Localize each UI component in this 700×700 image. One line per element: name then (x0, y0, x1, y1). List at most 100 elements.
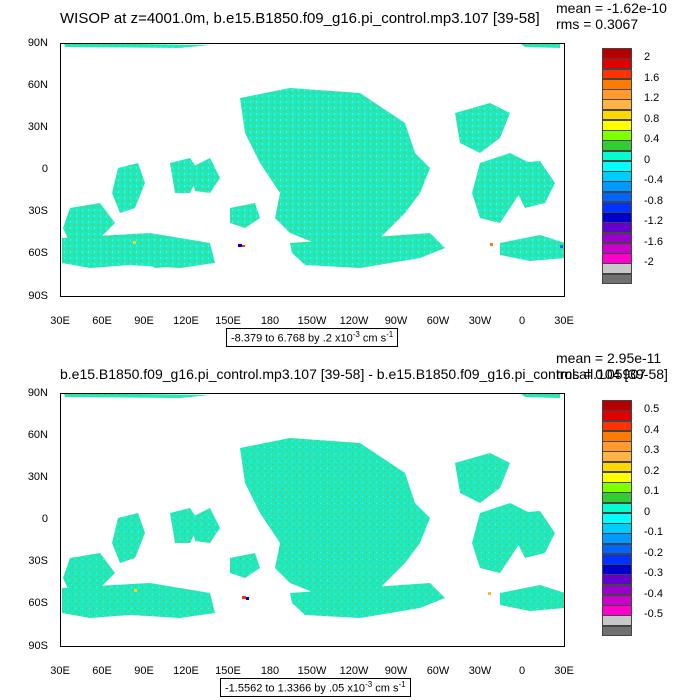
lon-label: 30E (50, 315, 70, 327)
lon-label: 90E (134, 665, 154, 677)
colorbar: 0.5 0.4 0.3 0.2 0.1 0 -0.1 -0.2 -0.3 -0.4 -0.5 (602, 400, 663, 637)
colorbar-swatch (602, 430, 632, 442)
plot-title: b.e15.B1850.f09_g16.pi_control.mp3.107 [… (60, 366, 668, 382)
plot-panel-1: WISOP at z=4001.0m, b.e15.B1850.f09_g16.… (27, 0, 667, 347)
ocean-field-map (62, 43, 565, 268)
map-plot-area (60, 393, 565, 647)
field-patches (62, 393, 565, 618)
lon-label: 120W (339, 665, 369, 677)
lat-label: 90N (27, 37, 48, 49)
lon-label: 30W (468, 315, 492, 327)
colorbar-swatch (602, 58, 632, 69)
colorbar-swatch (602, 99, 632, 111)
colorbar-swatch (602, 273, 632, 285)
colorbar-swatch (602, 119, 632, 131)
field-patches (62, 43, 565, 268)
lon-label: 30E (554, 315, 574, 327)
rms-label: rms = 0.3067 (556, 16, 639, 32)
colorbar-swatch (602, 201, 632, 213)
colorbar-swatch (602, 574, 632, 586)
mean-label: mean = 2.95e-11 (556, 350, 662, 366)
colorbar-swatch (602, 605, 632, 616)
lon-label: 120W (339, 315, 369, 327)
lon-label: 30E (50, 665, 70, 677)
colorbar-label: 1.2 (644, 92, 660, 105)
colorbar-label: -2 (644, 256, 654, 269)
colorbar-label: 0 (644, 505, 651, 518)
colorbar-swatch (602, 420, 632, 432)
colorbar-swatch (602, 130, 632, 141)
colorbar-label: 1.6 (644, 71, 660, 84)
colorbar-label: 0.5 (644, 403, 660, 416)
colorbar-swatch (602, 150, 632, 162)
plot-title: WISOP at z=4001.0m, b.e15.B1850.f09_g16.… (60, 10, 540, 27)
colorbar-swatch (602, 78, 632, 90)
colorbar-swatch (602, 232, 632, 244)
lat-label: 30N (27, 471, 48, 483)
colorbar-label: 0.3 (644, 444, 660, 457)
colorbar-label: 0.1 (644, 485, 660, 498)
rms-label: rms = 0.05907 (556, 366, 646, 382)
lat-label: 60S (28, 597, 48, 609)
lat-label: 30S (28, 205, 48, 217)
mean-label: mean = -1.62e-10 (556, 0, 667, 16)
colorbar-label: 0.4 (644, 133, 660, 146)
lon-label: 60W (426, 315, 450, 327)
lat-label: 30N (27, 121, 48, 133)
lon-label: 120E (173, 315, 199, 327)
colorbar-swatch (602, 400, 632, 411)
lon-label: 120E (173, 665, 199, 677)
colorbar-swatch (602, 564, 632, 575)
colorbar-label: 2 (644, 51, 651, 64)
colorbar-swatch (602, 553, 632, 565)
lat-label: 90S (28, 640, 48, 652)
lat-label: 90S (28, 290, 48, 302)
colorbar-swatch (602, 543, 632, 555)
colorbar-label: -0.1 (644, 526, 663, 539)
extreme-dots (134, 589, 491, 600)
colorbar-swatch (602, 191, 632, 203)
colorbar-swatch (602, 181, 632, 193)
colorbar-swatch (602, 441, 632, 452)
colorbar-label: 0.4 (644, 423, 660, 436)
lon-label: 60E (92, 665, 112, 677)
lon-label: 150E (215, 315, 241, 327)
colorbar-swatch (602, 222, 632, 234)
colorbar-swatch (602, 471, 632, 483)
map-plot-area (60, 43, 565, 297)
colorbar-swatch (602, 492, 632, 504)
colorbar-label: -1.2 (644, 215, 663, 228)
colorbar-swatch (602, 625, 632, 637)
lon-label: 180 (260, 315, 280, 327)
colorbar-label: 0.2 (644, 464, 660, 477)
colorbar-swatch (602, 109, 632, 121)
colorbar-swatch (602, 171, 632, 182)
colorbar-swatch (602, 533, 632, 545)
plot-panel-2: b.e15.B1850.f09_g16.pi_control.mp3.107 [… (0, 350, 700, 700)
colorbar-swatch (602, 242, 632, 254)
lon-label: 150E (215, 665, 241, 677)
colorbar: 2 1.6 1.2 0.8 0.4 0 -0.4 -0.8 -1.2 -1.6 -2 (602, 48, 663, 285)
colorbar-label: -0.4 (644, 174, 663, 187)
lon-label: 60E (92, 315, 112, 327)
colorbar-label: -0.8 (644, 194, 663, 207)
ocean-field-map (62, 393, 565, 618)
colorbar-swatch (602, 253, 632, 264)
contour-range-label: -8.379 to 6.768 by .2 x10-3 cm s-1 (226, 328, 399, 347)
lat-label: 30S (28, 555, 48, 567)
colorbar-label: -0.4 (644, 587, 663, 600)
colorbar-swatch (602, 410, 632, 421)
colorbar-swatch (602, 523, 632, 534)
colorbar-label: -0.2 (644, 546, 663, 559)
colorbar-swatch (602, 48, 632, 59)
colorbar-swatch (602, 212, 632, 223)
contour-range-label: -1.5562 to 1.3366 by .05 x10-3 cm s-1 (220, 678, 411, 697)
lon-label: 30E (554, 665, 574, 677)
colorbar-swatch (602, 451, 632, 463)
colorbar-swatch (602, 482, 632, 493)
lon-label: 180 (260, 665, 280, 677)
lat-label: 90N (27, 387, 48, 399)
lon-label: 150W (297, 315, 327, 327)
colorbar-swatch (602, 502, 632, 514)
lon-label: 90W (384, 315, 408, 327)
